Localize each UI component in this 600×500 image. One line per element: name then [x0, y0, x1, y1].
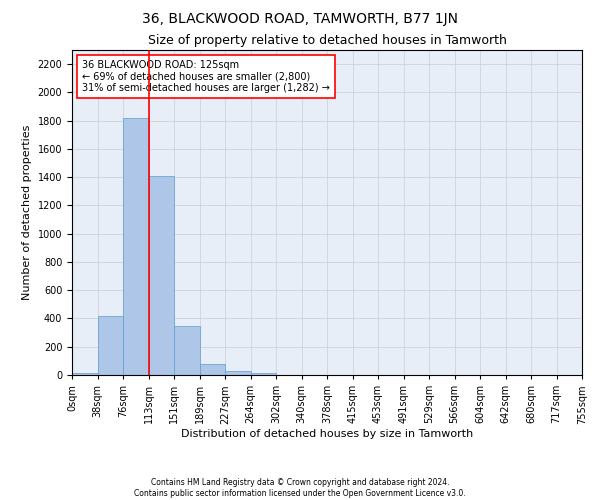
Bar	[72, 373, 97, 375]
Text: Contains HM Land Registry data © Crown copyright and database right 2024.
Contai: Contains HM Land Registry data © Crown c…	[134, 478, 466, 498]
Bar	[199, 364, 225, 375]
Bar	[97, 316, 123, 375]
Bar	[174, 326, 199, 375]
Y-axis label: Number of detached properties: Number of detached properties	[22, 125, 32, 300]
Bar	[149, 176, 174, 375]
Text: 36 BLACKWOOD ROAD: 125sqm
← 69% of detached houses are smaller (2,800)
31% of se: 36 BLACKWOOD ROAD: 125sqm ← 69% of detac…	[82, 60, 330, 93]
Title: Size of property relative to detached houses in Tamworth: Size of property relative to detached ho…	[148, 34, 506, 48]
X-axis label: Distribution of detached houses by size in Tamworth: Distribution of detached houses by size …	[181, 429, 473, 439]
Bar	[251, 373, 276, 375]
Bar	[123, 118, 149, 375]
Bar	[225, 371, 251, 375]
Text: 36, BLACKWOOD ROAD, TAMWORTH, B77 1JN: 36, BLACKWOOD ROAD, TAMWORTH, B77 1JN	[142, 12, 458, 26]
